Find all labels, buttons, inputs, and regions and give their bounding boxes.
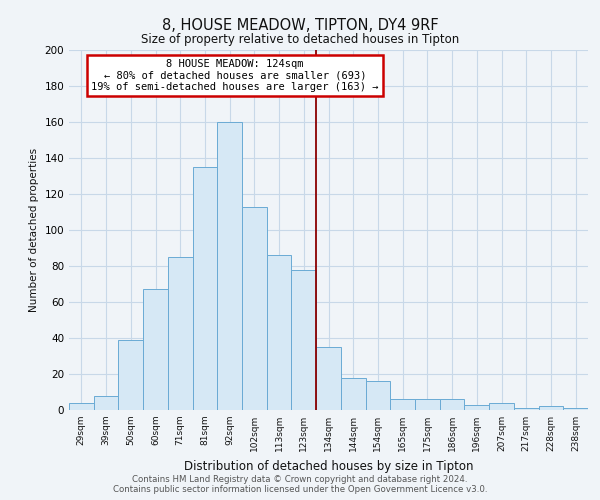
X-axis label: Distribution of detached houses by size in Tipton: Distribution of detached houses by size … xyxy=(184,460,473,472)
Bar xyxy=(94,396,118,410)
Bar xyxy=(341,378,365,410)
Bar xyxy=(118,340,143,410)
Bar xyxy=(365,381,390,410)
Bar xyxy=(489,403,514,410)
Bar xyxy=(242,206,267,410)
Bar xyxy=(143,290,168,410)
Text: 8 HOUSE MEADOW: 124sqm
← 80% of detached houses are smaller (693)
19% of semi-de: 8 HOUSE MEADOW: 124sqm ← 80% of detached… xyxy=(91,59,379,92)
Bar xyxy=(539,406,563,410)
Bar xyxy=(390,399,415,410)
Bar xyxy=(316,347,341,410)
Y-axis label: Number of detached properties: Number of detached properties xyxy=(29,148,39,312)
Bar xyxy=(69,403,94,410)
Text: Contains HM Land Registry data © Crown copyright and database right 2024.
Contai: Contains HM Land Registry data © Crown c… xyxy=(113,474,487,494)
Bar xyxy=(514,408,539,410)
Bar xyxy=(292,270,316,410)
Bar xyxy=(193,167,217,410)
Bar xyxy=(563,408,588,410)
Bar xyxy=(168,257,193,410)
Bar xyxy=(415,399,440,410)
Text: Size of property relative to detached houses in Tipton: Size of property relative to detached ho… xyxy=(141,32,459,46)
Bar xyxy=(440,399,464,410)
Bar xyxy=(267,255,292,410)
Text: 8, HOUSE MEADOW, TIPTON, DY4 9RF: 8, HOUSE MEADOW, TIPTON, DY4 9RF xyxy=(161,18,439,32)
Bar xyxy=(464,404,489,410)
Bar xyxy=(217,122,242,410)
